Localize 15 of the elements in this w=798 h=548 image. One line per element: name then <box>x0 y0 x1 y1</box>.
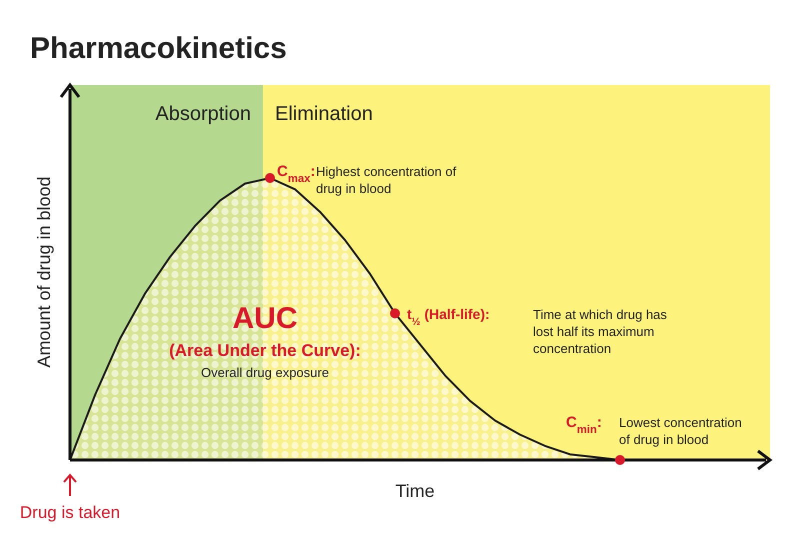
x-axis-title: Time <box>395 481 435 501</box>
text: Drug is taken <box>20 503 120 522</box>
text: Elimination <box>275 103 373 125</box>
annotation: Lowest concentration of drug in blood <box>619 415 742 447</box>
annotation: t$_{½}$ (Half-life): <box>407 306 490 328</box>
annotation: Time at which drug has lost half its maximum concentration <box>533 307 668 356</box>
annotation: (Area Under the Curve): <box>169 341 361 360</box>
annotation: C$_{min}$: <box>566 414 602 436</box>
annotation: C$_{max}$: <box>277 163 316 185</box>
y-axis-title: Amount of drug in blood <box>34 176 54 368</box>
annotation: Overall drug exposure <box>201 365 329 380</box>
annotation: AUC <box>232 302 298 335</box>
annotation: Highest concentration of drug in blood <box>316 164 457 196</box>
text: Absorption <box>155 103 251 125</box>
chart-title: Pharmacokinetics <box>30 32 287 65</box>
